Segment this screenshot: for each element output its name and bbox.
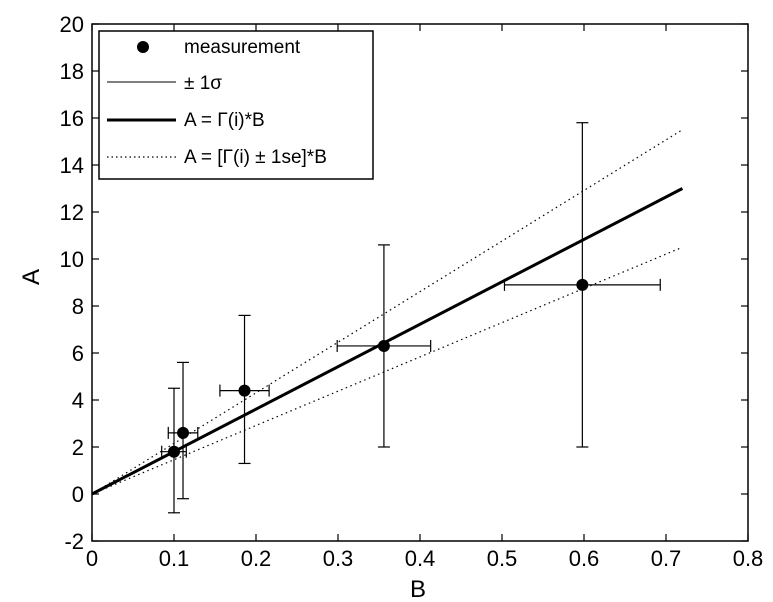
y-tick-label: 20: [60, 12, 84, 37]
y-tick-label: -2: [64, 529, 84, 554]
measurement-point-4: [336, 244, 432, 448]
x-tick-label: 0.7: [651, 546, 682, 571]
x-tick-label: 0.5: [487, 546, 518, 571]
y-tick-label: 16: [60, 106, 84, 131]
legend-marker-measurement: [137, 41, 149, 53]
x-tick-label: 0: [86, 546, 98, 571]
measurement-marker: [576, 278, 589, 291]
y-tick-label: 14: [60, 153, 84, 178]
y-axis-title: A: [18, 269, 45, 285]
legend-label-sigma: ± 1σ: [184, 73, 222, 94]
legend-label-fit: A = Γ(i)*B: [184, 110, 265, 131]
x-tick-label: 0.6: [569, 546, 600, 571]
x-tick-label: 0.8: [733, 546, 764, 571]
measurement-point-3: [219, 314, 270, 465]
y-tick-label: 2: [72, 435, 84, 460]
x-tick-label: 0.4: [405, 546, 436, 571]
measurement-point-1: [161, 387, 187, 514]
y-tick-label: 0: [72, 482, 84, 507]
measurement-marker: [168, 445, 180, 458]
x-tick-label: 0.2: [241, 546, 272, 571]
legend: measurement ± 1σ A = Γ(i)*B A = [Γ(i) ± …: [98, 30, 374, 180]
measurement-marker: [177, 426, 190, 439]
y-tick-label: 8: [72, 294, 84, 319]
se-line-1: [91, 129, 683, 495]
legend-label-se: A = [Γ(i) ± 1se]*B: [184, 147, 327, 168]
measurement-point-2: [167, 361, 199, 500]
measurement-marker: [377, 339, 390, 352]
measurement-point-5: [503, 122, 661, 448]
plot-area: [91, 122, 684, 514]
y-tick-label: 6: [72, 341, 84, 366]
x-axis-title: B: [410, 576, 426, 602]
y-tick-label: 10: [60, 247, 84, 272]
x-tick-label: 0.3: [323, 546, 354, 571]
legend-label-measurement: measurement: [184, 37, 301, 58]
y-tick-label: 18: [60, 59, 84, 84]
y-tick-label: 12: [60, 200, 84, 225]
x-tick-label: 0.1: [159, 546, 190, 571]
measurement-marker: [238, 384, 251, 397]
axes: B A 0 0.1 0.2 0.3 0.4 0.5 0.6 0.7 0.8-2024681012…: [18, 12, 763, 602]
legend-box: [98, 30, 374, 180]
y-tick-label: 4: [72, 388, 84, 413]
